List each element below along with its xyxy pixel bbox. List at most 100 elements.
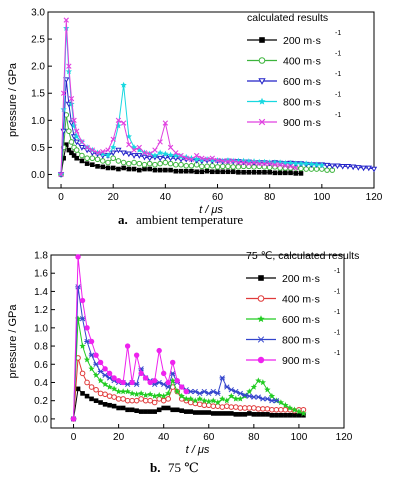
data-point: [183, 162, 190, 169]
data-point: [286, 404, 294, 411]
legend-label-exponent: -1: [334, 268, 340, 275]
data-point: [225, 163, 231, 170]
data-point: [246, 388, 253, 395]
data-point: [173, 150, 179, 156]
data-point: [136, 167, 142, 173]
data-point: [134, 408, 139, 413]
data-point: [110, 136, 116, 142]
data-point: [370, 166, 378, 173]
legend-label: 600 m·s: [282, 314, 320, 326]
legend-marker: [257, 315, 265, 323]
y-tick-label: 0.2: [34, 396, 48, 407]
x-tick-label: 20: [108, 192, 120, 203]
y-tick-label: 2.5: [31, 35, 45, 46]
data-point: [162, 159, 169, 166]
data-point: [260, 412, 266, 417]
data-point: [318, 161, 325, 168]
data-point: [119, 388, 127, 395]
data-point: [188, 409, 194, 414]
legend-label: 600 m·s: [283, 76, 321, 88]
y-tick-label: 0.4: [34, 378, 48, 389]
data-point: [219, 411, 225, 416]
data-point: [277, 399, 285, 406]
data-point: [88, 365, 95, 372]
data-point: [138, 370, 144, 377]
data-point: [228, 404, 235, 410]
legend-label-exponent: -1: [334, 309, 340, 316]
data-point: [94, 150, 101, 156]
plot-frame: [47, 11, 375, 189]
data-point: [136, 146, 143, 153]
data-point: [142, 397, 149, 404]
legend-marker: [257, 295, 265, 302]
data-point: [214, 164, 221, 170]
data-point: [233, 412, 239, 417]
data-point: [66, 147, 72, 153]
data-point: [130, 153, 138, 159]
series-5: [58, 17, 299, 178]
data-point: [246, 169, 252, 175]
data-point: [224, 403, 230, 409]
data-point: [209, 155, 215, 161]
data-point: [129, 390, 136, 397]
data-point: [230, 164, 236, 170]
panel-a-caption: ambient temperature: [136, 212, 243, 227]
data-point: [168, 167, 173, 173]
y-tick-label: 0.6: [34, 360, 48, 371]
data-point: [165, 384, 171, 390]
legend-label-exponent: -1: [335, 30, 341, 37]
data-point: [291, 406, 298, 413]
data-point: [71, 117, 77, 123]
data-point: [95, 164, 100, 169]
data-point: [196, 395, 203, 402]
x-tick-label: 120: [336, 432, 353, 443]
data-point: [163, 167, 168, 173]
data-point: [268, 392, 276, 399]
data-point: [126, 141, 132, 148]
data-point: [115, 147, 122, 154]
data-point: [256, 160, 262, 167]
data-point: [115, 158, 122, 164]
data-point: [131, 147, 137, 153]
data-point: [256, 169, 262, 175]
data-point: [278, 406, 284, 413]
data-point: [133, 352, 140, 358]
data-point: [251, 412, 257, 417]
data-point: [88, 338, 95, 345]
data-point: [79, 316, 86, 322]
data-point: [97, 377, 104, 384]
legend-marker: [257, 336, 265, 343]
series-3: [70, 315, 307, 422]
y-axis-label: pressure / GPa: [7, 62, 19, 137]
y-tick-label: 0.8: [34, 342, 48, 353]
data-point: [99, 150, 106, 157]
data-point: [204, 156, 210, 162]
data-point: [204, 168, 210, 174]
data-point: [161, 405, 166, 411]
data-point: [147, 166, 153, 172]
data-point: [101, 380, 109, 387]
data-point: [89, 396, 94, 402]
data-point: [179, 408, 185, 413]
data-point: [296, 412, 302, 418]
data-point: [89, 147, 96, 153]
data-point: [193, 152, 200, 159]
data-point: [106, 370, 113, 377]
data-point: [151, 377, 158, 384]
x-tick-label: 120: [366, 192, 383, 203]
data-point: [265, 412, 270, 417]
data-point: [242, 412, 248, 417]
data-point: [133, 391, 140, 397]
data-point: [138, 396, 144, 402]
data-point: [183, 409, 189, 414]
data-point: [230, 158, 236, 164]
data-point: [156, 407, 162, 413]
data-point: [223, 397, 230, 404]
data-point: [75, 284, 81, 290]
data-point: [259, 379, 266, 386]
data-point: [151, 399, 158, 406]
data-point: [169, 377, 176, 384]
data-point: [151, 152, 159, 159]
legend: 75 ℃, calculated results 200 m·s -1 400 m·s…: [246, 250, 359, 367]
data-point: [313, 161, 320, 168]
